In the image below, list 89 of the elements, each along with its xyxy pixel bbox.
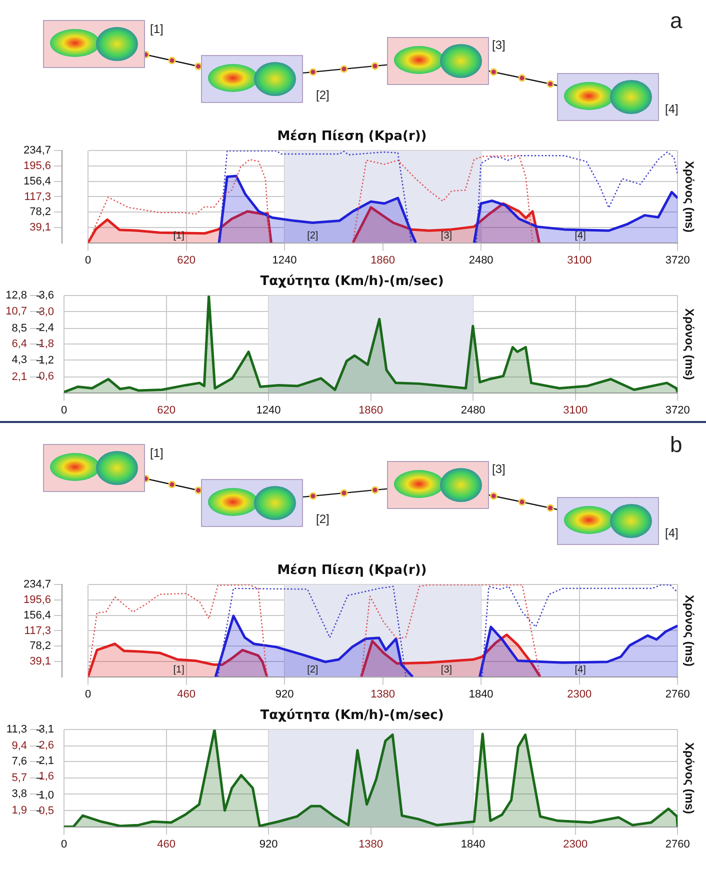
y-tick-label: 1,9 <box>12 804 27 816</box>
x-tick-label: 2300 <box>563 838 588 850</box>
y2-tick-label: 0,5 <box>38 805 54 818</box>
x-tick-label: 3720 <box>665 254 690 266</box>
y2-tick-label: 3,6 <box>38 290 54 302</box>
y-tick-label: 11,3 <box>6 724 27 736</box>
y-tick-label: 117,3 <box>24 190 51 203</box>
y-tick-label: 12,8 <box>6 290 27 302</box>
y2-tick-label: 2,4 <box>38 322 54 334</box>
y-tick-label: 5,7 <box>12 772 27 784</box>
y-tick-label: 6,4 <box>12 338 27 350</box>
annotation: [4] <box>574 230 586 242</box>
text: [1] <box>150 446 164 460</box>
annotation: [4] <box>574 664 586 676</box>
x-tick-label: 460 <box>177 688 196 700</box>
y-tick-label: 234,7 <box>23 144 51 157</box>
y2-tick-label: 1,0 <box>38 789 54 802</box>
x-tick-label: 920 <box>275 688 294 700</box>
y2-tick-label: 1,6 <box>38 770 54 783</box>
x-tick-label: 1840 <box>460 838 486 850</box>
annotation: [1] <box>173 664 185 676</box>
text: [2] <box>316 512 330 526</box>
annotation: [1] <box>173 230 185 242</box>
x-tick-label: 2300 <box>567 688 592 700</box>
text: [2] <box>316 88 330 102</box>
y-tick-label: 2,1 <box>12 370 27 383</box>
x-tick-label: 0 <box>60 838 68 850</box>
chart-title: Ταχύτητα (Km/h)-(m/sec) <box>260 274 444 290</box>
y2-tick-label: 0,6 <box>38 370 54 383</box>
chart-title: Μέση Πίεση (Kpa(r)) <box>277 129 427 144</box>
y2-tick-label: 3,0 <box>38 306 54 318</box>
y2-tick-label: 2,6 <box>38 739 54 752</box>
x-tick-label: 0 <box>60 404 68 416</box>
y2-tick-label: 1,8 <box>38 338 54 350</box>
x-tick-label: 620 <box>177 254 196 266</box>
x-tick-label: 1840 <box>468 688 494 700</box>
x-tick-label: 2480 <box>468 254 494 266</box>
y-tick-label: 7,6 <box>12 755 27 768</box>
y-tick-label: 156,4 <box>23 609 51 622</box>
y-tick-label: 10,7 <box>6 306 27 318</box>
x-tick-label: 3100 <box>567 254 592 266</box>
y-tick-label: 78,2 <box>30 206 51 218</box>
x-tick-label: 3720 <box>665 404 690 416</box>
x-tick-label: 3100 <box>563 404 588 416</box>
text: [4] <box>665 526 678 540</box>
y-tick-label: 195,6 <box>23 594 51 606</box>
y-tick-label: 156,4 <box>23 175 51 188</box>
y-tick-label: 4,3 <box>12 354 27 366</box>
x-tick-label: 620 <box>157 404 176 416</box>
x-tick-label: 1240 <box>272 254 297 266</box>
x-tick-label: 920 <box>259 838 278 850</box>
annotation: [3] <box>440 664 452 676</box>
x-tick-label: 1380 <box>370 688 396 700</box>
x-tick-label: 0 <box>84 254 92 266</box>
y-tick-label: 9,4 <box>12 740 27 752</box>
text: [4] <box>665 102 678 116</box>
x-tick-label: 1380 <box>358 838 384 850</box>
x-tick-label: 1860 <box>370 254 396 266</box>
y-tick-label: 117,3 <box>24 624 51 637</box>
y-tick-label: 8,5 <box>12 322 27 334</box>
x-tick-label: 2760 <box>665 838 690 850</box>
x-tick-label: 2480 <box>460 404 486 416</box>
annotation: [3] <box>440 230 452 242</box>
x-tick-label: 1240 <box>256 404 281 416</box>
y-axis-title: Χρόνος (ms) <box>682 594 696 667</box>
y-tick-label: 78,2 <box>30 640 51 652</box>
y-axis-title: Χρόνος (ms) <box>682 160 696 233</box>
y2-tick-label: 3,1 <box>38 724 54 736</box>
y2-tick-label: 1,2 <box>38 354 54 366</box>
y2-axis-title: Χρόνος (ms) <box>682 308 696 380</box>
text: [1] <box>150 22 164 36</box>
annotation: [2] <box>307 230 318 242</box>
chart-title: Ταχύτητα (Km/h)-(m/sec) <box>260 708 444 724</box>
y-tick-label: 39,1 <box>30 655 51 668</box>
annotation: [2] <box>307 664 318 676</box>
text: b <box>670 432 682 458</box>
chart-title: Μέση Πίεση (Kpa(r)) <box>277 563 427 578</box>
y-tick-label: 3,8 <box>12 788 27 800</box>
x-tick-label: 460 <box>157 838 176 850</box>
x-tick-label: 0 <box>84 688 92 700</box>
text: [3] <box>492 462 506 476</box>
x-tick-label: 2760 <box>665 688 690 700</box>
y-tick-label: 39,1 <box>30 221 51 234</box>
text: a <box>670 8 682 34</box>
y-tick-label: 234,7 <box>23 578 51 591</box>
x-tick-label: 1860 <box>358 404 384 416</box>
text: [3] <box>492 38 506 52</box>
y-tick-label: 195,6 <box>23 160 51 172</box>
y2-axis-title: Χρόνος (ms) <box>682 742 696 814</box>
